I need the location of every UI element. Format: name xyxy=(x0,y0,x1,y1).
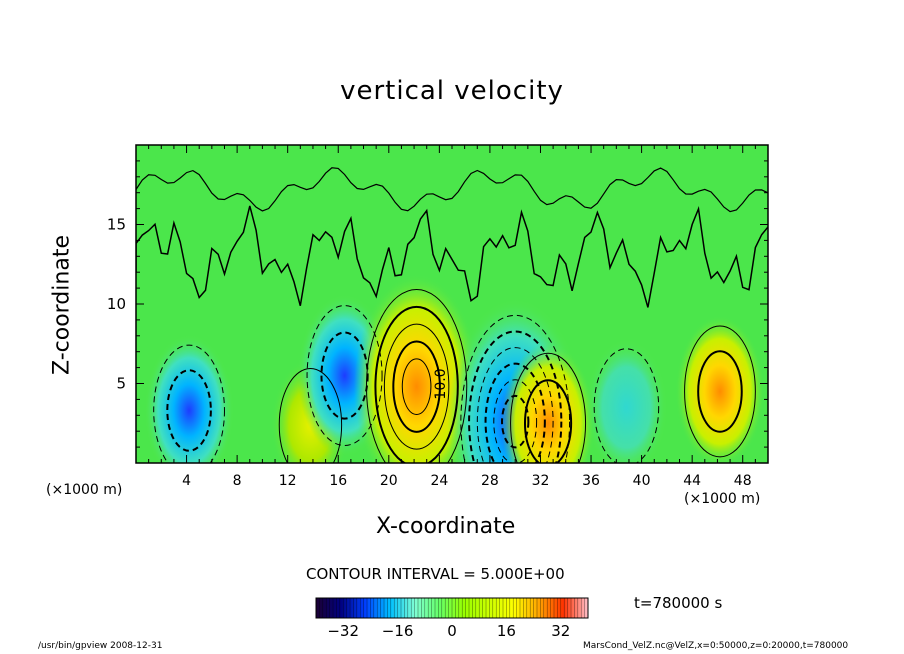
x-tick-label: 4 xyxy=(182,473,191,489)
colorbar: −32 −16 0 16 32 xyxy=(315,597,589,640)
contour-ring-updraft-x22 xyxy=(383,323,450,450)
x-tick-label: 48 xyxy=(734,473,752,489)
contour-ring-downdraft-x16 xyxy=(320,331,369,420)
cell-fill-updraft-x46 xyxy=(675,316,765,463)
footer-file-spec: MarsCond_VelZ.nc@VelZ,x=0:50000,z=0:2000… xyxy=(583,641,849,651)
footer-program-date: /usr/bin/gpview 2008-12-31 xyxy=(38,641,163,651)
contour-ring-updraft-x33 xyxy=(510,352,587,463)
contour-ring-downdraft-x16 xyxy=(306,305,383,447)
colorbar-tick-label: −32 xyxy=(327,622,359,640)
y-tick-label: 10 xyxy=(107,295,126,313)
x-tick-label: 8 xyxy=(233,473,242,489)
velocity-cells xyxy=(144,274,765,463)
y-axis-label: Z-coordinate xyxy=(49,235,75,375)
x-tick-label: 44 xyxy=(683,473,701,489)
y-axis-ticks: 5 10 15 xyxy=(107,160,768,448)
y-tick-label: 15 xyxy=(107,216,126,234)
contour-ring-downdraft-x30 xyxy=(493,379,538,463)
y-tick-label: 5 xyxy=(116,375,126,393)
contour-ring-downdraft-x30 xyxy=(484,362,546,463)
contour-ring-updraft-x22 xyxy=(401,358,432,415)
chart-title: vertical velocity xyxy=(340,76,564,106)
contour-ring-updraft-x46 xyxy=(697,350,743,433)
contour-ring-updraft-x22 xyxy=(392,340,441,433)
colorbar-tick-label: 0 xyxy=(447,622,457,640)
cell-fill-downdraft-x38 xyxy=(586,339,667,463)
x-tick-label: 20 xyxy=(380,473,398,489)
cell-fill-downdraft-x4 xyxy=(144,335,234,463)
contour-ring-downdraft-x30 xyxy=(476,347,554,463)
contour-ring-downdraft-x30 xyxy=(501,394,530,449)
contour-ring-updraft-x22 xyxy=(365,288,468,463)
contour-ring-downdraft-x4 xyxy=(166,369,212,452)
x-tick-label: 40 xyxy=(633,473,651,489)
contour-ring-updraft-x46 xyxy=(684,325,756,458)
time-label: t=780000 s xyxy=(634,594,723,612)
contour-ring-downdraft-x38 xyxy=(593,348,660,463)
x-tick-label: 32 xyxy=(532,473,550,489)
contour-lines xyxy=(136,167,768,463)
colorbar-tick-label: 32 xyxy=(551,622,570,640)
contour-ring-updraft-x12 xyxy=(278,368,343,463)
zero-contour-top xyxy=(136,167,768,213)
x-tick-label: 36 xyxy=(582,473,600,489)
x-tick-label: 12 xyxy=(279,473,297,489)
contour-ring-updraft-x33 xyxy=(523,379,573,463)
x-tick-label: 24 xyxy=(430,473,448,489)
x-unit-right: (×1000 m) xyxy=(684,491,761,507)
contour-value-label: 10.0 xyxy=(433,368,449,399)
x-tick-label: 16 xyxy=(329,473,347,489)
x-tick-label: 28 xyxy=(481,473,499,489)
x-axis-label: X-coordinate xyxy=(376,514,516,539)
colorbar-tick-label: −16 xyxy=(382,622,414,640)
contour-interval-text: CONTOUR INTERVAL = 5.000E+00 xyxy=(306,565,565,583)
x-unit-left: (×1000 m) xyxy=(46,482,123,498)
x-axis-ticks: 4 8 12 16 20 24 28 32 36 40 44 48 xyxy=(148,145,756,489)
colorbar-tick-label: 16 xyxy=(497,622,516,640)
contour-ring-updraft-x22 xyxy=(374,305,459,463)
contour-ring-downdraft-x4 xyxy=(153,344,225,463)
zero-contour-upper xyxy=(136,205,768,308)
